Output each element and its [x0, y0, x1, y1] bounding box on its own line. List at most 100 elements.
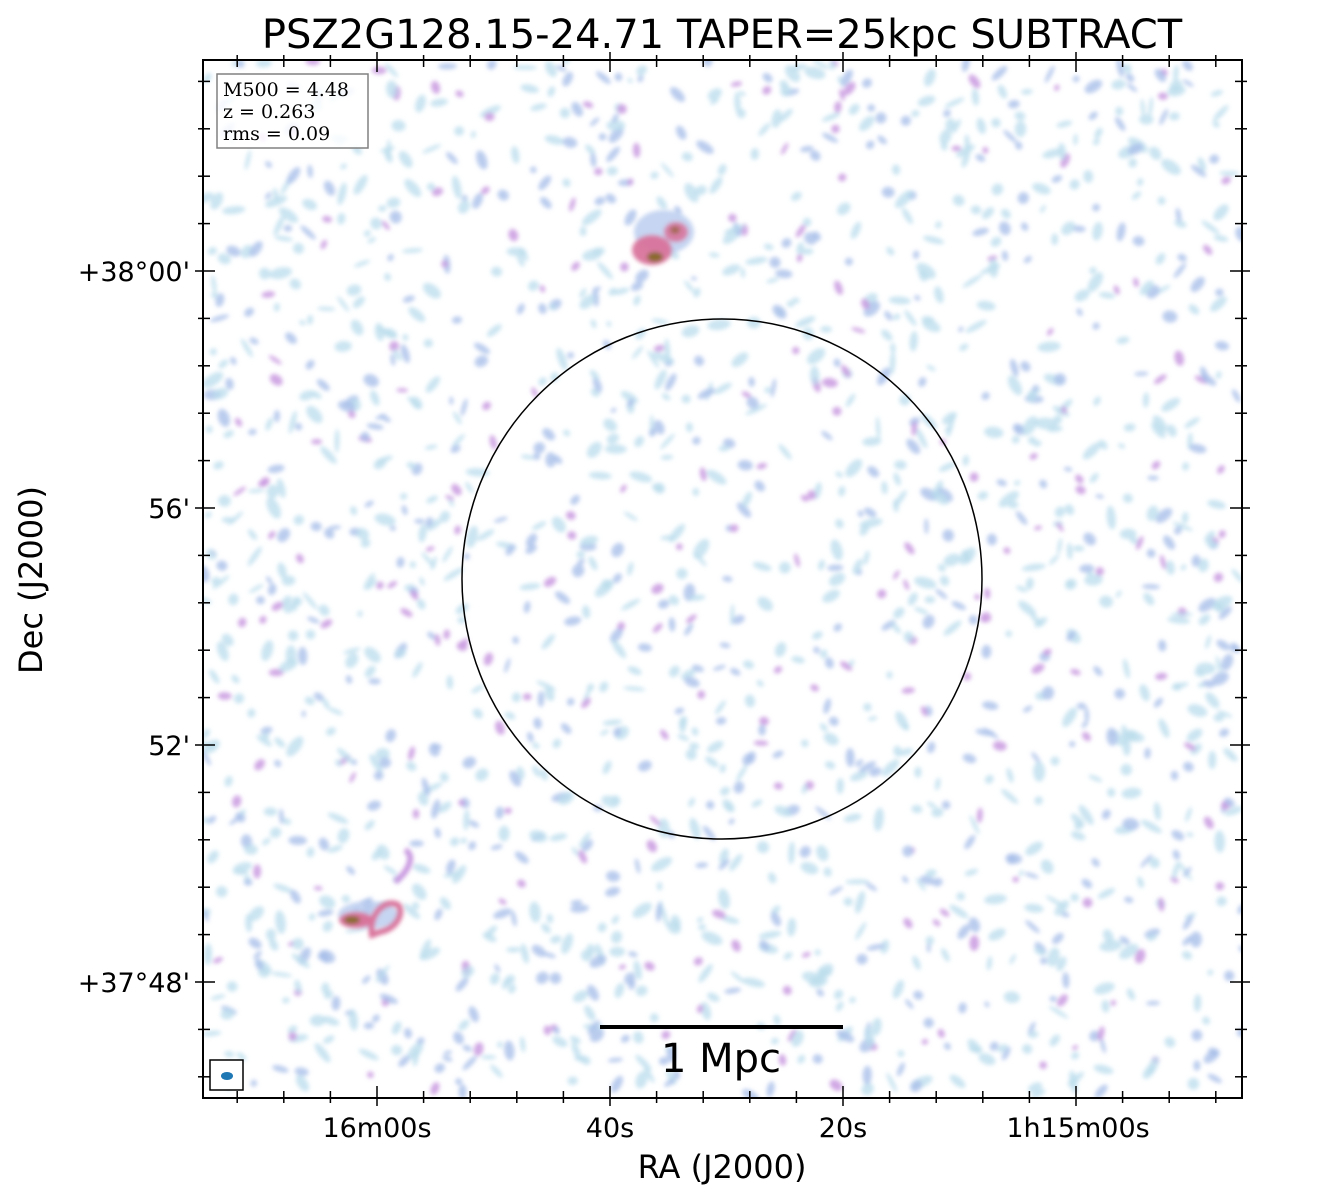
noise-blob — [915, 427, 928, 449]
noise-blob — [1158, 639, 1167, 652]
noise-blob — [585, 144, 596, 155]
noise-blob — [266, 484, 279, 499]
noise-blob — [1170, 770, 1179, 781]
noise-blob — [409, 561, 417, 569]
noise-blob — [1123, 423, 1136, 432]
noise-blob — [904, 310, 917, 326]
noise-blob — [1014, 424, 1023, 433]
noise-blob — [567, 1076, 578, 1086]
noise-blob — [390, 353, 396, 366]
noise-blob — [1211, 595, 1233, 611]
noise-blob — [877, 135, 887, 145]
noise-blob — [924, 596, 936, 604]
noise-blob — [778, 443, 792, 460]
noise-blob — [819, 649, 828, 659]
noise-blob — [571, 261, 580, 271]
noise-blob — [602, 719, 623, 726]
noise-blob — [1231, 389, 1241, 403]
noise-blob — [611, 542, 624, 558]
noise-blob — [911, 110, 920, 117]
noise-blob — [1224, 970, 1235, 982]
noise-blob — [1001, 250, 1009, 262]
noise-blob — [944, 427, 951, 433]
noise-blob — [722, 264, 741, 276]
noise-blob — [818, 559, 825, 571]
noise-blob — [472, 708, 483, 719]
noise-blob — [320, 446, 337, 464]
noise-blob — [519, 1036, 526, 1053]
noise-blob — [498, 898, 507, 905]
y-tick-label: 56' — [148, 494, 190, 525]
noise-blob — [605, 193, 617, 204]
noise-blob — [581, 209, 602, 226]
noise-blob — [902, 845, 914, 857]
noise-blob — [1208, 750, 1217, 770]
noise-blob — [771, 1037, 779, 1045]
noise-blob — [892, 979, 905, 999]
noise-blob — [984, 894, 1007, 905]
noise-blob — [286, 736, 304, 757]
axes-frame — [202, 59, 1243, 1099]
noise-blob — [247, 708, 256, 718]
noise-blob — [981, 207, 995, 220]
noise-blob — [667, 920, 681, 934]
noise-blob — [606, 870, 621, 882]
noise-blob — [431, 187, 444, 197]
noise-blob — [334, 428, 340, 453]
noise-blob — [795, 316, 816, 328]
noise-blob — [512, 636, 519, 644]
noise-blob — [934, 286, 944, 304]
noise-blob — [748, 376, 755, 387]
noise-blob — [693, 538, 710, 559]
noise-blob — [226, 245, 241, 257]
noise-blob — [486, 324, 502, 337]
noise-blob — [1094, 982, 1115, 995]
noise-blob — [485, 925, 498, 937]
noise-blob — [1115, 106, 1124, 116]
noise-blob — [248, 937, 262, 949]
noise-blob — [1198, 614, 1211, 626]
noise-blob — [1231, 568, 1242, 583]
noise-blob — [203, 73, 212, 83]
noise-blob — [532, 765, 541, 777]
noise-blob — [254, 759, 265, 771]
noise-blob — [911, 421, 917, 436]
noise-blob — [1131, 191, 1142, 200]
noise-blob — [737, 460, 753, 471]
noise-blob — [614, 72, 623, 82]
x-tick-label: 1h15m00s — [1006, 1113, 1149, 1144]
noise-blob — [509, 770, 522, 787]
noise-blob — [942, 529, 954, 542]
noise-blob — [511, 910, 517, 927]
noise-blob — [658, 1056, 669, 1066]
noise-blob — [635, 1071, 648, 1089]
noise-blob — [248, 583, 264, 594]
noise-blob — [239, 809, 246, 816]
noise-blob — [1183, 742, 1196, 751]
chart-title: PSZ2G128.15-24.71 TAPER=25kpc SUBTRACT — [262, 12, 1183, 58]
noise-blob — [1066, 630, 1076, 642]
noise-blob — [605, 886, 621, 897]
noise-blob — [505, 974, 516, 985]
noise-blob — [305, 60, 320, 66]
noise-blob — [838, 485, 846, 497]
noise-blob — [1073, 133, 1078, 146]
noise-blob — [571, 102, 583, 117]
noise-blob — [801, 783, 808, 794]
noise-blob — [406, 462, 417, 470]
noise-blob — [228, 511, 244, 526]
noise-blob — [438, 801, 452, 813]
noise-blob — [1207, 499, 1226, 509]
noise-blob — [431, 743, 442, 750]
noise-blob — [449, 837, 460, 847]
noise-blob — [813, 646, 820, 654]
noise-blob — [203, 908, 209, 922]
noise-blob — [341, 895, 351, 903]
noise-blob — [338, 400, 356, 412]
noise-blob — [888, 296, 911, 305]
noise-blob — [310, 521, 322, 532]
noise-blob — [835, 1001, 844, 1012]
noise-blob — [261, 837, 271, 846]
noise-blob — [412, 883, 427, 900]
noise-blob — [881, 759, 900, 777]
